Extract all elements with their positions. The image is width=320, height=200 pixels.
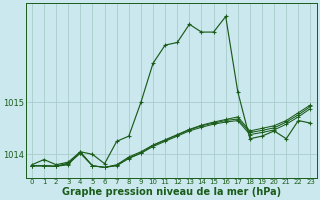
X-axis label: Graphe pression niveau de la mer (hPa): Graphe pression niveau de la mer (hPa) <box>62 187 281 197</box>
